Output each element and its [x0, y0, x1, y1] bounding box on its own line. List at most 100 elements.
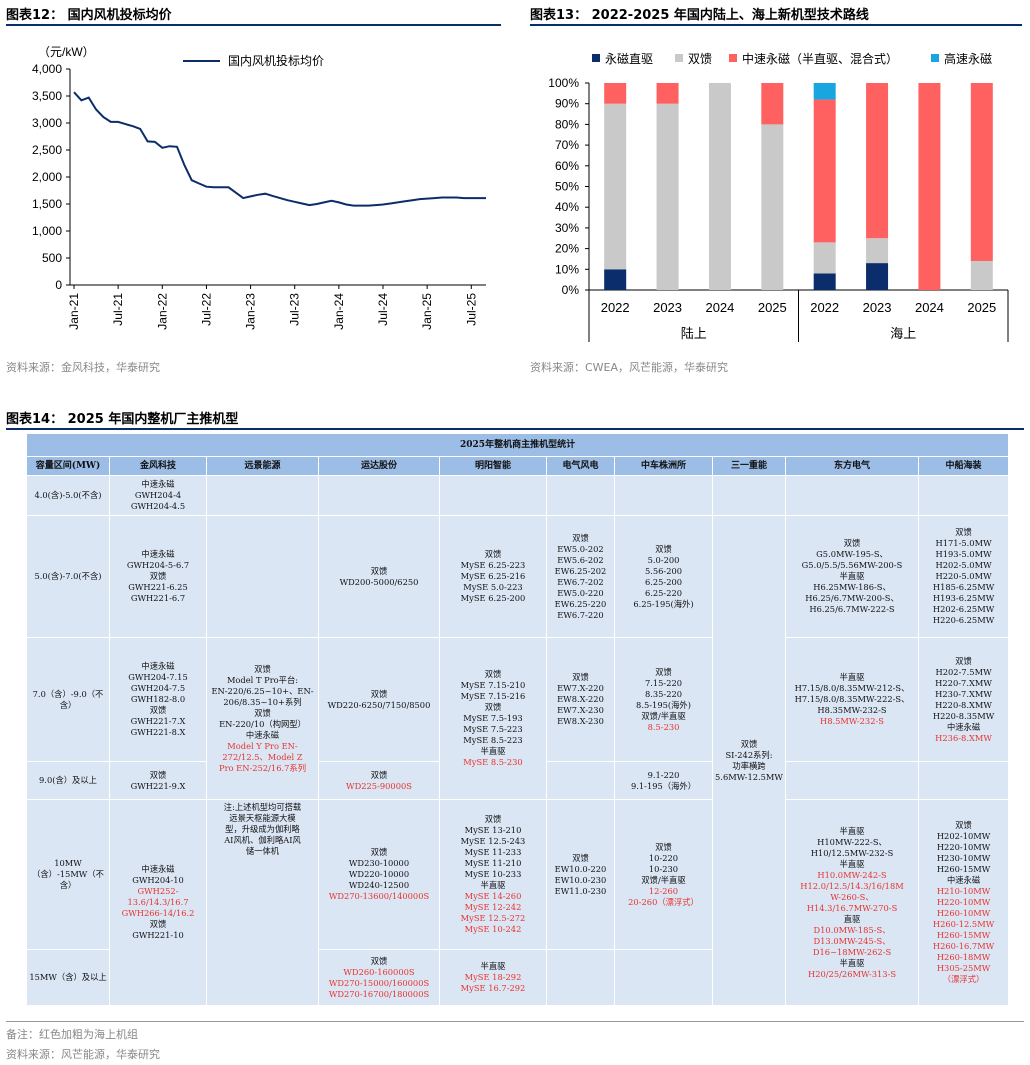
x-category-label: 2024 [705, 300, 734, 315]
cell-line: MySE 7.5-223 [463, 724, 523, 734]
cell-line: H202-6.25MW [932, 604, 995, 614]
cell-csic-9plus [917, 761, 1010, 800]
cell-line: WD270-13600/140000S [328, 891, 430, 901]
col-header-crrc: 中车株洲所 [614, 456, 713, 476]
x-tick-label: Jan-21 [67, 293, 81, 330]
cell-line: GWH221-10 [132, 930, 184, 940]
cell-line: MySE 10-233 [464, 869, 522, 879]
y-tick-label: 500 [42, 251, 62, 265]
cell-line: MySE 7.15-210 [460, 680, 526, 690]
legend-label: 高速永磁 [944, 51, 992, 66]
cell-line: 8.5-195(海外) [636, 699, 691, 710]
cell-envision-note: 注:上述机型均可搭载 远景天枢能源大模 型，升级成为伽利略 AI风机、伽利略AI风 储一… [206, 799, 319, 1006]
cell-line: H220-5.0MW [935, 571, 992, 581]
bar-segment [866, 238, 889, 264]
cell-envision-7-9plus: 双馈 Model T Pro平台: EN-220/6.25~10+、EN- 206/8… [206, 637, 319, 800]
x-tick-label: Jul-24 [376, 293, 390, 326]
cell-line: H230-10MW [936, 853, 991, 863]
cell-line: MySE 6.25-223 [460, 560, 526, 570]
cell-line: （漂浮式） [942, 974, 985, 984]
x-tick-label: Jul-25 [464, 293, 478, 326]
y-tick-label: 70% [555, 138, 579, 152]
cell-line: MySE 18-292 [464, 972, 522, 982]
legend-swatch [675, 54, 683, 62]
cell-windey-10-15: 双馈 WD230-10000 WD220-10000 WD240-12500 WD270… [318, 799, 440, 950]
legend-swatch [729, 54, 737, 62]
y-tick-label: 30% [555, 221, 579, 235]
cell-line: GWH221-8.X [130, 727, 186, 737]
col-header-sany: 三一重能 [712, 456, 786, 476]
cell-line: GWH221-6.25 [128, 582, 188, 592]
legend-swatch [592, 54, 600, 62]
cell-line: H260-15MW [936, 930, 991, 940]
cell-line: H202-5.0MW [935, 560, 992, 570]
cell-goldwind-9plus: 双馈 GWH221-9.X [109, 761, 207, 800]
y-tick-label: 100% [548, 76, 579, 90]
bar-segment [604, 83, 627, 104]
x-category-label: 2024 [915, 300, 944, 315]
cell-line: 中速永磁 [946, 721, 981, 732]
col-header-capacity: 容量区间(MW) [26, 456, 110, 476]
cell-line: 半直驱 [480, 961, 506, 971]
cell-line: 远景天枢能源大模 [229, 813, 296, 823]
cell-line: H6.25MW-186-S、 [813, 582, 891, 592]
cell-line: GWH204-5-6.7 [126, 560, 190, 570]
cell-line: WD240-12500 [348, 880, 410, 890]
cell-line: 20-260（漂浮式） [628, 896, 699, 907]
fig14-bottom-rule [6, 1021, 1024, 1022]
cell-line: MySE 11-233 [464, 847, 522, 857]
cell-line: GWH204-4.5 [130, 501, 186, 511]
cell-goldwind-4-5: 中速永磁 GWH204-4 GWH204-4.5 [109, 475, 207, 516]
cell-envision-4-5 [206, 475, 319, 516]
cell-csic-10plus: 双馈 H202-10MW H220-10MW H230-10MW H260-15MW 中速… [917, 799, 1010, 1006]
cell-line: G5.0/5.5/5.56MW-200-S [801, 560, 903, 570]
cell-line: H230-7.XMW [935, 688, 992, 699]
cell-envision-5-7 [206, 515, 319, 638]
cell-windey-5-7: 双馈 WD200-5000/6250 [318, 515, 440, 638]
bar-segment [656, 83, 679, 104]
cell-line: 直驱 [843, 913, 861, 924]
cell-line: GWH221-7.X [130, 716, 186, 726]
cell-line: 半直驱 [839, 957, 865, 968]
cell-line: H193-5.0MW [935, 549, 992, 559]
y-tick-label: 20% [555, 242, 579, 256]
x-tick-label: Jul-22 [199, 293, 213, 326]
y-tick-label: 1,500 [32, 197, 62, 211]
cell-line: MySE 10-242 [464, 924, 522, 934]
cell-line: AI风机、伽利略AI风 [224, 835, 301, 845]
cell-line: 10-230 [648, 863, 679, 874]
cell-line: WD270-15000/160000S [328, 977, 430, 988]
cell-line: 中速永磁 [946, 875, 981, 885]
cell-line: 中速永磁 [141, 661, 175, 671]
cell-line: 注:上述机型均可搭载 [223, 802, 302, 812]
x-tick-label: Jan-24 [332, 293, 346, 330]
cell-line: 6.25-220 [644, 587, 683, 598]
cell-line: H202-10MW [936, 831, 991, 841]
col-header-envision: 远景能源 [206, 456, 319, 476]
cell-crrc-15plus [614, 949, 713, 1006]
cell-line: 双馈 [655, 841, 672, 852]
cell-shanghai-electric-7-9: 双馈 EW7.X-220 EW8.X-220 EW7.X-230 EW8.X-230 [546, 637, 615, 762]
cell-line: 双馈 [254, 707, 271, 718]
cell-line: MySE 8.5-223 [463, 735, 523, 745]
cell-mingyang-10-15: 双馈 MySE 13-210 MySE 12.5-243 MySE 11-233 MyS… [439, 799, 547, 950]
cell-dongfang-10plus: 半直驱 H10MW-222-S、 H10/12.5MW-232-S 半直驱 H10.0M… [785, 799, 919, 1006]
bar-segment [970, 261, 993, 290]
bar-segment [866, 83, 889, 239]
cell-line: MySE 7.5-193 [463, 713, 523, 723]
cell-windey-9plus: 双馈 WD225-90000S [318, 761, 440, 800]
cell-csic-5-7: 双馈 H171-5.0MW H193-5.0MW H202-5.0MW H220-5.0… [917, 515, 1010, 638]
bar-segment [604, 269, 627, 290]
cell-line: H260-16.7MW [932, 941, 995, 951]
x-category-label: 2022 [810, 300, 839, 315]
legend-label: 双馈 [688, 52, 712, 66]
line-chart-bid-price: （元/kW） 0 500 1,000 1,500 2,000 2,500 3,000 3,500… [32, 45, 486, 330]
cell-line: H305-25MW [936, 963, 991, 973]
y-tick-label: 3,500 [32, 89, 62, 103]
cell-line: EW6.25-220 [554, 598, 607, 609]
cell-line: H220-8.35MW [932, 710, 995, 721]
cell-line: 双馈 [484, 669, 502, 679]
y-axis-unit-label: （元/kW） [38, 45, 95, 59]
main-models-table: 2025年整机商主推机型统计 容量区间(MW) 金风科技 远景能源 运达股份 明… [25, 433, 1010, 1006]
legend-swatch [931, 54, 939, 62]
